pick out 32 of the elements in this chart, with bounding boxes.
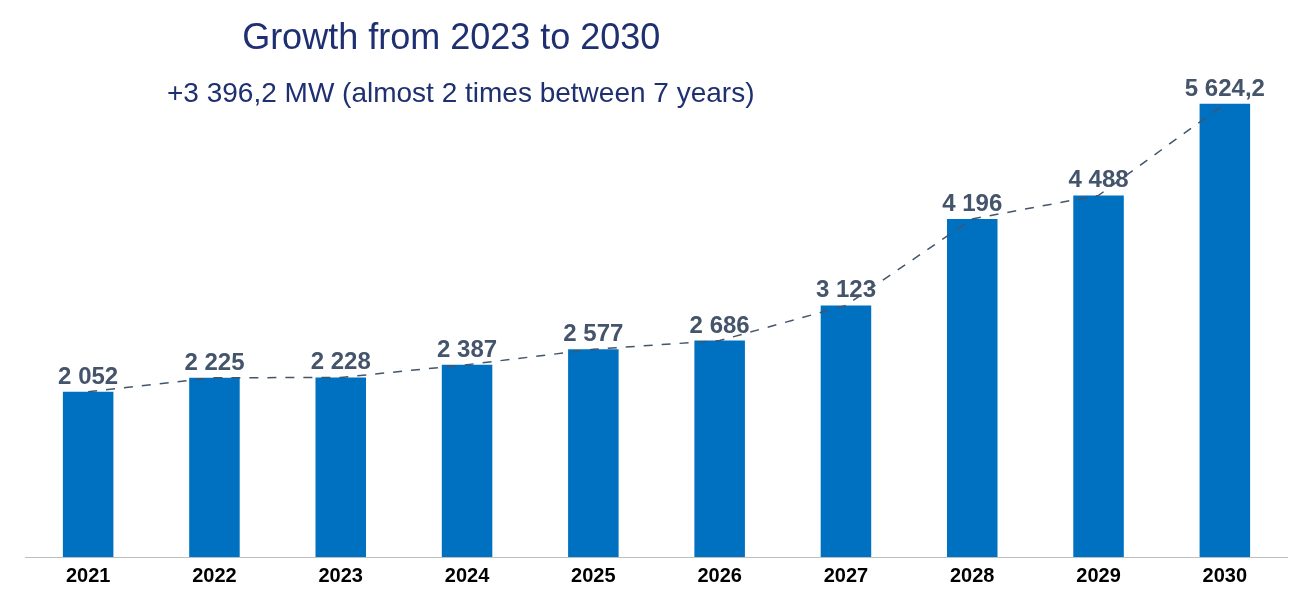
bar [441, 364, 493, 557]
chart-title: Growth from 2023 to 2030 [242, 15, 661, 57]
data-label: 2 225 [184, 347, 245, 375]
data-label: 4 488 [1068, 165, 1129, 193]
x-tick-label: 2021 [65, 564, 111, 586]
bar [1073, 195, 1124, 557]
x-tick-label: 2029 [1076, 564, 1121, 586]
bar [946, 218, 998, 557]
bar [62, 391, 114, 557]
bar [568, 349, 619, 557]
bar [1199, 103, 1251, 557]
bar [820, 305, 872, 557]
x-tick-label: 2022 [192, 564, 237, 586]
bar [315, 377, 367, 557]
bar [189, 377, 240, 557]
chart-subtitle: +3 396,2 MW (almost 2 times between 7 years) [167, 77, 755, 108]
x-tick-label: 2023 [318, 564, 363, 586]
data-label: 4 196 [942, 188, 1003, 216]
data-label: 3 123 [815, 275, 876, 303]
x-tick-label: 2025 [571, 564, 616, 586]
x-tick-label: 2026 [697, 564, 742, 586]
x-tick-label: 2030 [1202, 564, 1248, 586]
bar [694, 340, 745, 557]
data-label: 2 387 [437, 334, 498, 362]
x-tick-label: 2024 [444, 564, 491, 586]
x-tick-label: 2028 [950, 564, 995, 586]
data-label: 2 686 [689, 310, 750, 338]
data-label: 5 624,2 [1184, 73, 1265, 101]
data-label: 2 577 [563, 319, 624, 347]
x-tick-label: 2027 [823, 564, 869, 586]
data-label: 2 228 [310, 347, 371, 375]
data-label: 2 052 [58, 361, 119, 389]
